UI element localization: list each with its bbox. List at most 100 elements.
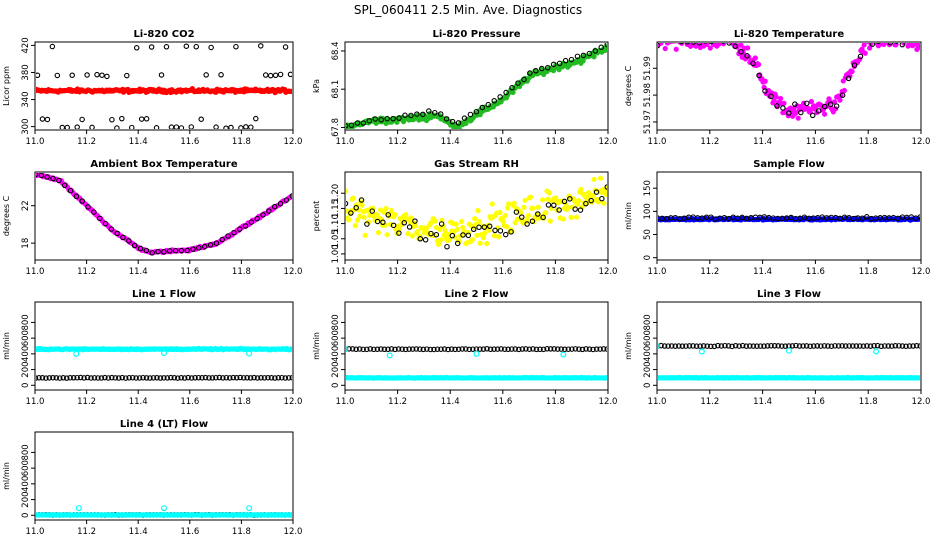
data-point (665, 343, 671, 349)
data-point (406, 224, 413, 230)
data-point (383, 205, 389, 212)
data-point (95, 375, 101, 381)
data-point (36, 72, 41, 79)
data-point (349, 346, 356, 352)
data-point (524, 221, 530, 227)
data-point (94, 71, 100, 78)
data-point (835, 343, 842, 349)
data-point (388, 207, 395, 214)
data-point (43, 375, 49, 381)
data-point (354, 217, 361, 223)
plot-area (658, 214, 920, 223)
data-point (679, 43, 684, 45)
data-point (839, 92, 846, 98)
data-point (233, 43, 239, 50)
data-point (814, 343, 821, 349)
data-point (268, 375, 275, 381)
data-point (267, 72, 274, 79)
data-point (254, 215, 260, 222)
data-point (213, 374, 219, 381)
data-point (233, 374, 240, 381)
data-point (898, 34, 903, 39)
series-black (346, 345, 607, 353)
data-point (600, 346, 607, 352)
outlier-point (658, 343, 660, 349)
data-point (913, 342, 920, 349)
data-point (588, 197, 594, 204)
chart-title: Li-820 Temperature (734, 29, 844, 40)
data-point (426, 108, 432, 114)
data-point (831, 99, 838, 105)
data-point (539, 65, 545, 72)
y-tick-label: 200 (21, 361, 31, 377)
data-point (112, 375, 119, 381)
y-tick-label: 51.97 (643, 110, 653, 134)
data-point (803, 343, 810, 349)
data-point (109, 116, 115, 123)
chart-line1: Line 1 Flow 11.0 11.2 11.4 11.6 11.8 12.0 0 2004… (2, 289, 302, 407)
data-point (572, 206, 578, 212)
data-point (143, 116, 150, 122)
data-point (406, 346, 412, 352)
data-point (381, 209, 387, 215)
data-point (864, 36, 868, 40)
data-point (402, 112, 408, 119)
x-tick-label: 11.0 (26, 267, 45, 277)
y-tick-label: 68.4 (331, 41, 341, 60)
data-point (461, 115, 468, 121)
data-point (668, 343, 675, 349)
data-point (227, 375, 233, 381)
data-point (153, 125, 160, 129)
data-point (738, 49, 744, 55)
data-point (36, 375, 39, 381)
series-samples (658, 36, 906, 119)
data-point (892, 37, 897, 42)
y-tick-label: 400 (21, 346, 31, 362)
y-tick-label: 18 (21, 238, 31, 249)
data-point (862, 50, 868, 56)
data-point (140, 374, 146, 381)
series-samples (346, 43, 607, 129)
data-point (690, 43, 696, 45)
data-point (604, 375, 607, 381)
data-point (786, 110, 792, 116)
series-cyan (36, 345, 292, 357)
series-black (36, 374, 292, 381)
data-point (102, 374, 108, 381)
x-tick-label: 11.0 (336, 267, 355, 277)
data-point (869, 43, 876, 47)
plot-area (658, 342, 920, 381)
data-point (258, 375, 264, 381)
data-point (720, 37, 725, 42)
data-point (231, 229, 237, 236)
outlier-point (785, 347, 792, 354)
data-point (553, 195, 559, 201)
x-tick-label: 12.0 (912, 267, 931, 277)
x-tick-label: 11.4 (441, 137, 460, 147)
data-point (708, 43, 714, 45)
data-point (143, 375, 150, 381)
data-point (126, 375, 132, 381)
data-point (346, 188, 349, 194)
data-point (544, 64, 551, 71)
data-point (917, 375, 920, 381)
data-point (158, 72, 165, 78)
data-point (220, 375, 226, 381)
x-tick-label: 11.8 (859, 137, 878, 147)
data-point (911, 36, 916, 41)
data-point (137, 245, 144, 252)
chart-line2: Line 2 Flow 11.0 11.2 11.4 11.6 11.8 12.0 0 2004… (312, 289, 617, 407)
page-title: SPL_060411 2.5 Min. Ave. Diagnostics (354, 3, 582, 17)
data-point (726, 43, 730, 44)
data-point (374, 218, 381, 225)
data-point (209, 375, 216, 381)
data-point (201, 243, 208, 250)
data-point (757, 343, 764, 349)
data-point (850, 343, 856, 349)
data-point (452, 234, 458, 240)
data-point (832, 343, 838, 349)
data-point (133, 375, 139, 381)
data-point (60, 375, 67, 381)
data-point (353, 204, 359, 211)
y-axis-label: kPa (312, 79, 321, 93)
